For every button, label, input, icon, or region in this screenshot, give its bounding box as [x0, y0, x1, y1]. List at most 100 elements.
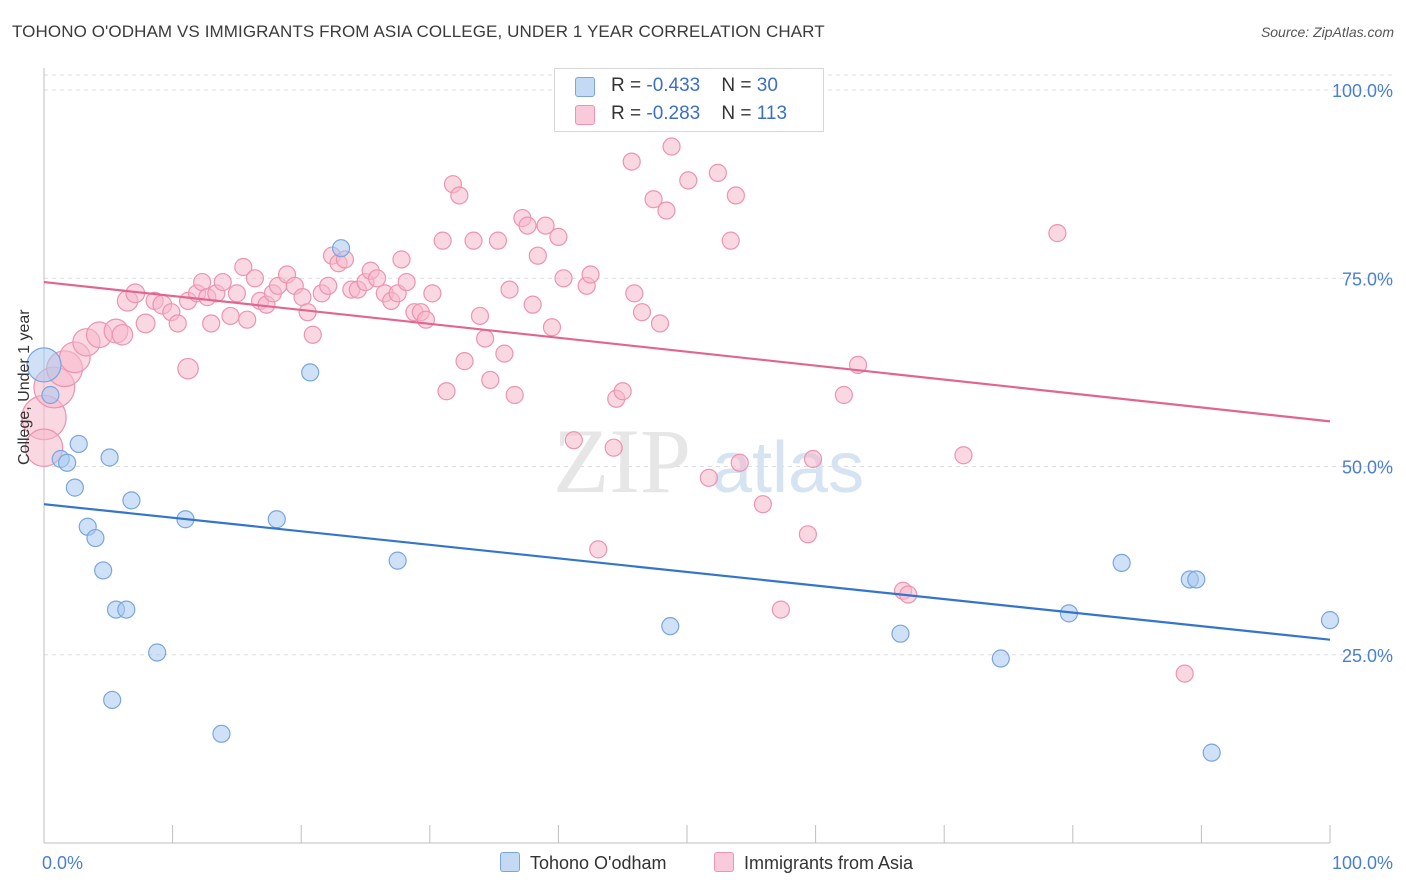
- data-point-tohono-oodham: [991, 649, 1010, 668]
- data-point-immigrants-from-asia: [135, 313, 156, 334]
- data-point-immigrants-from-asia: [726, 186, 745, 205]
- data-point-immigrants-from-asia: [581, 265, 600, 284]
- data-point-immigrants-from-asia: [293, 288, 312, 307]
- trend-lines: [43, 280, 1331, 641]
- data-point-immigrants-from-asia: [625, 284, 644, 303]
- data-point-immigrants-from-asia: [168, 314, 187, 333]
- x-tick-label-min: 0.0%: [42, 853, 83, 873]
- legend-swatch-pink: [575, 105, 595, 125]
- data-point-immigrants-from-asia: [202, 314, 221, 333]
- data-point-tohono-oodham: [122, 491, 141, 510]
- data-point-immigrants-from-asia: [699, 468, 718, 487]
- data-point-tohono-oodham: [65, 478, 84, 497]
- data-point-immigrants-from-asia: [798, 525, 817, 544]
- data-point-immigrants-from-asia: [803, 449, 823, 469]
- data-point-immigrants-from-asia: [433, 231, 452, 250]
- data-point-tohono-oodham: [94, 561, 113, 580]
- data-point-tohono-oodham: [388, 551, 407, 570]
- y-tick-label: 100.0%: [1332, 81, 1393, 101]
- x-tick-label-max: 100.0%: [1332, 853, 1393, 873]
- data-point-tohono-oodham: [212, 724, 231, 743]
- data-point-immigrants-from-asia: [518, 216, 537, 235]
- data-point-immigrants-from-asia: [475, 329, 495, 348]
- data-point-immigrants-from-asia: [505, 385, 524, 405]
- data-point-immigrants-from-asia: [111, 323, 134, 346]
- legend-bottom-swatch-blue: [500, 852, 520, 872]
- data-point-tohono-oodham: [301, 363, 320, 382]
- data-point-tohono-oodham: [86, 528, 105, 548]
- watermark-zip: ZIP: [553, 410, 691, 512]
- data-point-immigrants-from-asia: [455, 352, 474, 371]
- legend-bottom-swatch-pink: [714, 852, 734, 872]
- data-point-immigrants-from-asia: [245, 269, 265, 288]
- data-point-tohono-oodham: [267, 510, 286, 529]
- data-point-immigrants-from-asia: [604, 438, 623, 457]
- legend-item-immigrants-from-asia: Immigrants from Asia: [714, 852, 913, 874]
- legend-r-value-asia: -0.283: [646, 103, 701, 124]
- data-point-immigrants-from-asia: [679, 171, 698, 190]
- data-point-immigrants-from-asia: [536, 216, 555, 235]
- legend-n-value-tohono: 30: [756, 75, 778, 96]
- y-tick-label: 50.0%: [1342, 458, 1393, 478]
- legend-n-value-asia: 113: [756, 103, 788, 124]
- data-point-tohono-oodham: [891, 624, 910, 643]
- data-point-immigrants-from-asia: [753, 495, 772, 514]
- data-point-immigrants-from-asia: [193, 272, 212, 292]
- data-point-immigrants-from-asia: [213, 272, 232, 292]
- data-point-immigrants-from-asia: [177, 357, 199, 380]
- data-point-immigrants-from-asia: [221, 306, 240, 326]
- chart-title: TOHONO O'ODHAM VS IMMIGRANTS FROM ASIA C…: [12, 22, 825, 41]
- series-tohono-oodham-points: [26, 239, 1340, 762]
- data-point-immigrants-from-asia: [554, 269, 573, 288]
- data-point-immigrants-from-asia: [542, 318, 562, 337]
- series-immigrants-from-asia-points: [21, 137, 1194, 683]
- data-point-immigrants-from-asia: [708, 163, 727, 182]
- data-point-immigrants-from-asia: [392, 250, 411, 269]
- data-point-immigrants-from-asia: [834, 385, 853, 405]
- data-point-immigrants-from-asia: [632, 303, 652, 322]
- data-point-immigrants-from-asia: [481, 370, 500, 390]
- data-point-tohono-oodham: [1187, 570, 1206, 589]
- data-point-immigrants-from-asia: [523, 295, 542, 314]
- data-point-immigrants-from-asia: [495, 344, 514, 363]
- data-point-immigrants-from-asia: [437, 382, 456, 401]
- data-point-immigrants-from-asia: [1175, 664, 1194, 683]
- data-point-immigrants-from-asia: [662, 137, 681, 156]
- data-point-immigrants-from-asia: [397, 272, 416, 292]
- data-point-immigrants-from-asia: [528, 246, 547, 265]
- data-point-immigrants-from-asia: [238, 310, 257, 329]
- data-point-immigrants-from-asia: [303, 325, 322, 344]
- data-point-tohono-oodham: [331, 239, 351, 258]
- y-axis-title: College, Under 1 year: [16, 309, 33, 465]
- legend-item-tohono-oodham: Tohono O'odham: [500, 852, 667, 874]
- legend-swatch-blue: [575, 77, 595, 97]
- data-point-immigrants-from-asia: [423, 284, 442, 303]
- data-point-immigrants-from-asia: [589, 540, 608, 559]
- data-point-tohono-oodham: [69, 434, 88, 454]
- y-tick-label: 75.0%: [1342, 269, 1393, 289]
- legend-label-immigrants-from-asia: Immigrants from Asia: [744, 853, 914, 873]
- data-point-immigrants-from-asia: [730, 453, 749, 472]
- legend-r-value-tohono: -0.433: [646, 75, 701, 96]
- data-point-immigrants-from-asia: [771, 600, 790, 619]
- data-point-tohono-oodham: [100, 448, 119, 467]
- data-point-immigrants-from-asia: [564, 431, 583, 450]
- data-point-immigrants-from-asia: [1048, 224, 1067, 243]
- trend-line-tohono-oodham: [43, 503, 1331, 641]
- data-point-tohono-oodham: [661, 617, 680, 636]
- data-point-immigrants-from-asia: [657, 201, 676, 220]
- data-point-immigrants-from-asia: [450, 186, 469, 205]
- data-point-immigrants-from-asia: [644, 190, 663, 209]
- tick-labels: 25.0% 50.0% 75.0% 100.0% 0.0% 100.0%: [42, 81, 1393, 873]
- y-tick-label: 25.0%: [1342, 646, 1393, 666]
- grid-layer: [44, 74, 1395, 656]
- data-point-tohono-oodham: [26, 347, 62, 383]
- data-point-immigrants-from-asia: [549, 227, 568, 246]
- legend-label-tohono-oodham: Tohono O'odham: [530, 853, 667, 873]
- data-point-tohono-oodham: [1320, 611, 1340, 630]
- data-point-immigrants-from-asia: [470, 306, 490, 326]
- data-point-immigrants-from-asia: [650, 314, 670, 333]
- trend-line-immigrants-from-asia: [43, 280, 1331, 423]
- data-point-immigrants-from-asia: [488, 231, 508, 250]
